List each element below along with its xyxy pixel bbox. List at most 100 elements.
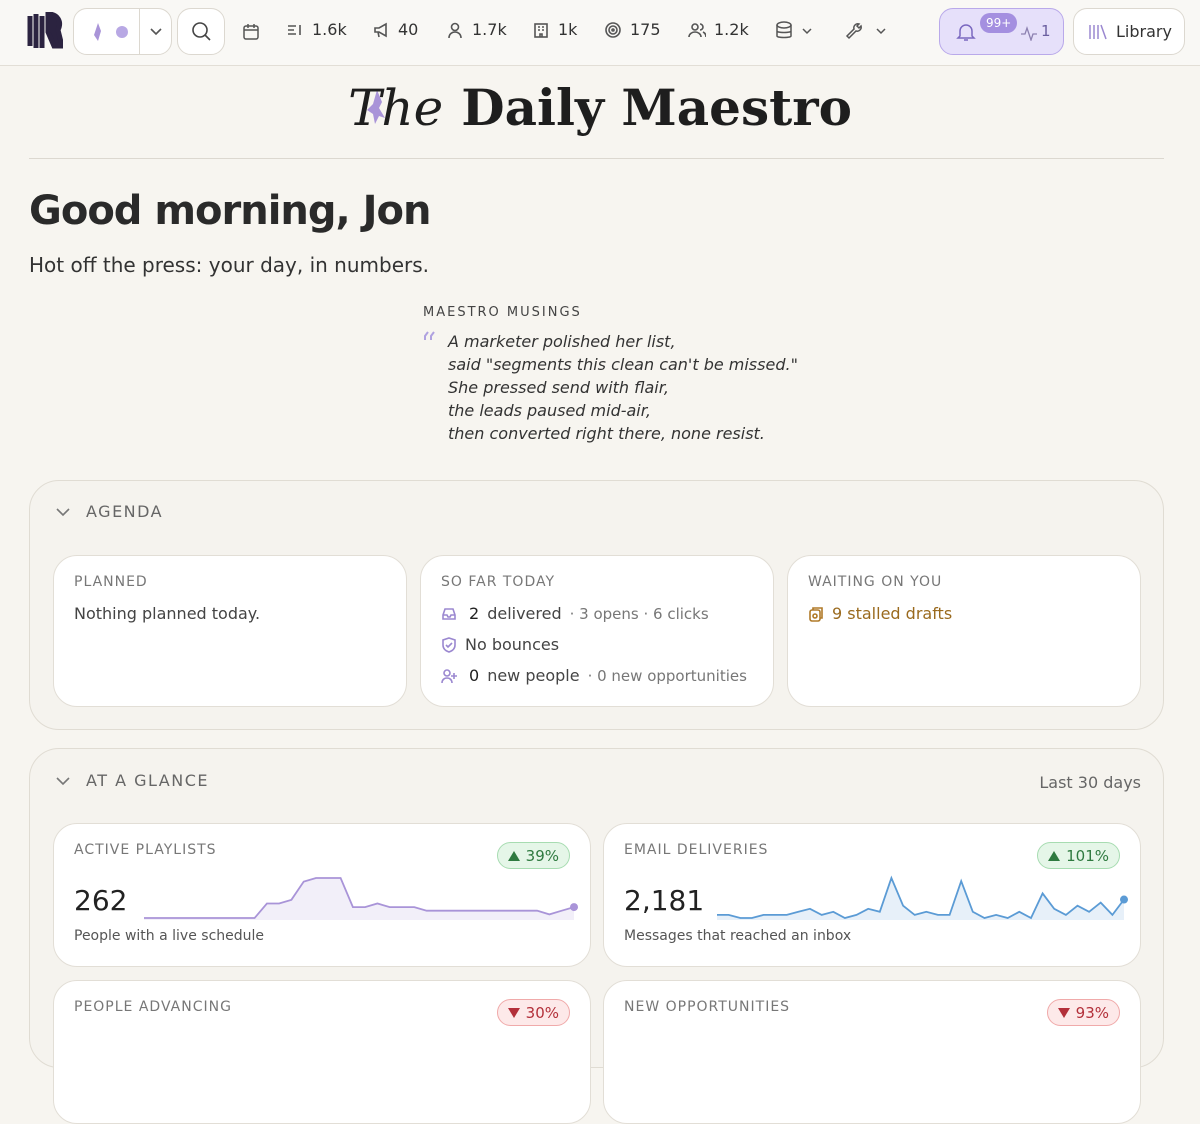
trend-arrow-shape <box>1057 1007 1070 1018</box>
status-dot <box>116 26 128 38</box>
stat-value: 175 <box>630 20 661 39</box>
change-value: 39% <box>525 846 559 865</box>
agenda-card: SO FAR TODAY 2 delivered · 3 opens · 6 cli… <box>420 555 774 707</box>
bell-icon <box>956 24 976 41</box>
trend-arrow-shape <box>507 1007 520 1018</box>
row-text: 9 stalled drafts <box>832 604 953 623</box>
change-badge: 101% <box>1037 842 1120 869</box>
inbox-icon <box>442 607 456 620</box>
collapse-toggle[interactable] <box>56 507 70 517</box>
change-badge: 93% <box>1046 999 1120 1026</box>
count: 2 <box>469 604 480 623</box>
mascot-icon <box>94 23 101 41</box>
nav-stat[interactable]: 175 <box>604 20 661 39</box>
metric-value: 262 <box>74 884 128 917</box>
sparkline-area <box>717 878 1124 920</box>
trend-arrow <box>1057 1007 1070 1018</box>
poem-line: said "segments this clean can't be misse… <box>448 355 798 374</box>
change-badge: 39% <box>496 842 570 869</box>
collapse-toggle[interactable] <box>56 776 70 786</box>
row-detail: · 3 opens · 6 clicks <box>569 604 709 623</box>
tools-menu[interactable] <box>845 21 889 41</box>
mascot <box>367 90 385 124</box>
card-label: SO FAR TODAY <box>441 574 556 590</box>
change-value: 30% <box>525 1003 559 1022</box>
agenda-card: WAITING ON YOU 9 stalled drafts <box>787 555 1141 707</box>
calendar-icon[interactable] <box>242 23 260 41</box>
trend-arrow <box>1048 850 1061 861</box>
stat-value: 1.2k <box>714 20 749 39</box>
notifications-button[interactable]: 99+ 1 <box>939 8 1064 55</box>
stat-value: 40 <box>398 20 419 39</box>
sparkline-end <box>570 903 578 912</box>
row-text: No bounces <box>465 635 560 654</box>
nav-stat[interactable]: 1.2k <box>688 20 749 39</box>
stat-value: 1.7k <box>472 20 507 39</box>
sparkline-end <box>1120 895 1128 904</box>
panel-title: AT A GLANCE <box>86 771 209 790</box>
agenda-card: PLANNED Nothing planned today. <box>53 555 407 707</box>
greeting-subtitle: Hot off the press: your day, in numbers. <box>29 253 429 277</box>
shield-icon <box>442 636 456 653</box>
stat-icon <box>448 22 462 38</box>
library-icon <box>1089 24 1107 40</box>
stat-value: 1k <box>558 20 578 39</box>
card-label: WAITING ON YOU <box>808 574 943 590</box>
stat-icon <box>288 24 301 35</box>
bounces-row: No bounces <box>441 635 559 654</box>
panel-title: AGENDA <box>86 502 164 521</box>
period-label[interactable]: Last 30 days <box>1039 773 1141 792</box>
masthead-title: Daily Maestro <box>461 78 852 137</box>
glance-panel: AT A GLANCE Last 30 days ACTIVE PLAYLIST… <box>29 748 1164 1124</box>
change-value: 93% <box>1075 1003 1109 1022</box>
metric-caption: People with a live schedule <box>74 928 265 944</box>
delivered-row: 2 delivered · 3 opens · 6 clicks <box>441 604 709 623</box>
nav-stat[interactable]: 1k <box>532 20 577 39</box>
drafts-row[interactable]: 9 stalled drafts <box>808 604 952 623</box>
metric-caption: Messages that reached an inbox <box>624 928 852 944</box>
card-label: EMAIL DELIVERIES <box>624 842 769 858</box>
divider <box>139 9 140 54</box>
nav-stat[interactable]: 1.6k <box>286 20 347 39</box>
metric-card: NEW OPPORTUNITIES 93% <box>603 980 1141 1124</box>
musings-poem: A marketer polished her list, said "segme… <box>448 330 798 445</box>
trend-arrow <box>507 1007 520 1018</box>
change-badge: 30% <box>496 999 570 1026</box>
stat-icon <box>534 22 548 38</box>
drafts-icon <box>809 606 823 622</box>
data-menu[interactable] <box>775 21 815 41</box>
nav-stat[interactable]: 40 <box>372 20 418 39</box>
greeting: Good morning, Jon <box>29 188 431 234</box>
stat-value: 1.6k <box>312 20 347 39</box>
poem-line: A marketer polished her list, <box>448 332 676 351</box>
search-icon <box>192 22 211 41</box>
nav-stat[interactable]: 1.7k <box>446 20 507 39</box>
card-label: PEOPLE ADVANCING <box>74 999 232 1015</box>
sparkline <box>717 875 1128 920</box>
row-text: new people <box>487 666 580 685</box>
metric-card: PEOPLE ADVANCING 30% <box>53 980 591 1124</box>
metric-card: ACTIVE PLAYLISTS 39% 262 People with a live… <box>53 823 591 967</box>
metric-value: 2,181 <box>624 884 705 917</box>
metric-card: EMAIL DELIVERIES 101% 2,181 Messages that r… <box>603 823 1141 967</box>
musings-label: MAESTRO MUSINGS <box>423 305 582 320</box>
quote-mark <box>424 331 435 340</box>
sparkline-line <box>717 875 1125 920</box>
activity-icon <box>1021 25 1037 41</box>
people-row: 0 new people · 0 new opportunities <box>441 666 747 685</box>
sparkline-area <box>144 878 574 920</box>
activity-count: 1 <box>1041 22 1051 40</box>
library-button[interactable]: Library <box>1073 8 1185 55</box>
workspace-switcher[interactable] <box>73 8 172 55</box>
masthead: The Daily Maestro <box>0 78 1200 137</box>
library-label: Library <box>1116 22 1172 41</box>
poem-line: then converted right there, none resist. <box>448 424 765 443</box>
row-detail: · 0 new opportunities <box>587 666 747 685</box>
trend-arrow-shape <box>507 850 520 861</box>
top-nav: 1.6k 40 1.7k 1k 175 1.2k 99+ 1 Library <box>0 0 1200 66</box>
poem-line: She pressed send with flair, <box>448 378 669 397</box>
search-button[interactable] <box>177 8 225 55</box>
sparkline-line <box>144 877 575 919</box>
masthead-rule <box>29 158 1164 159</box>
logo[interactable] <box>27 12 63 52</box>
